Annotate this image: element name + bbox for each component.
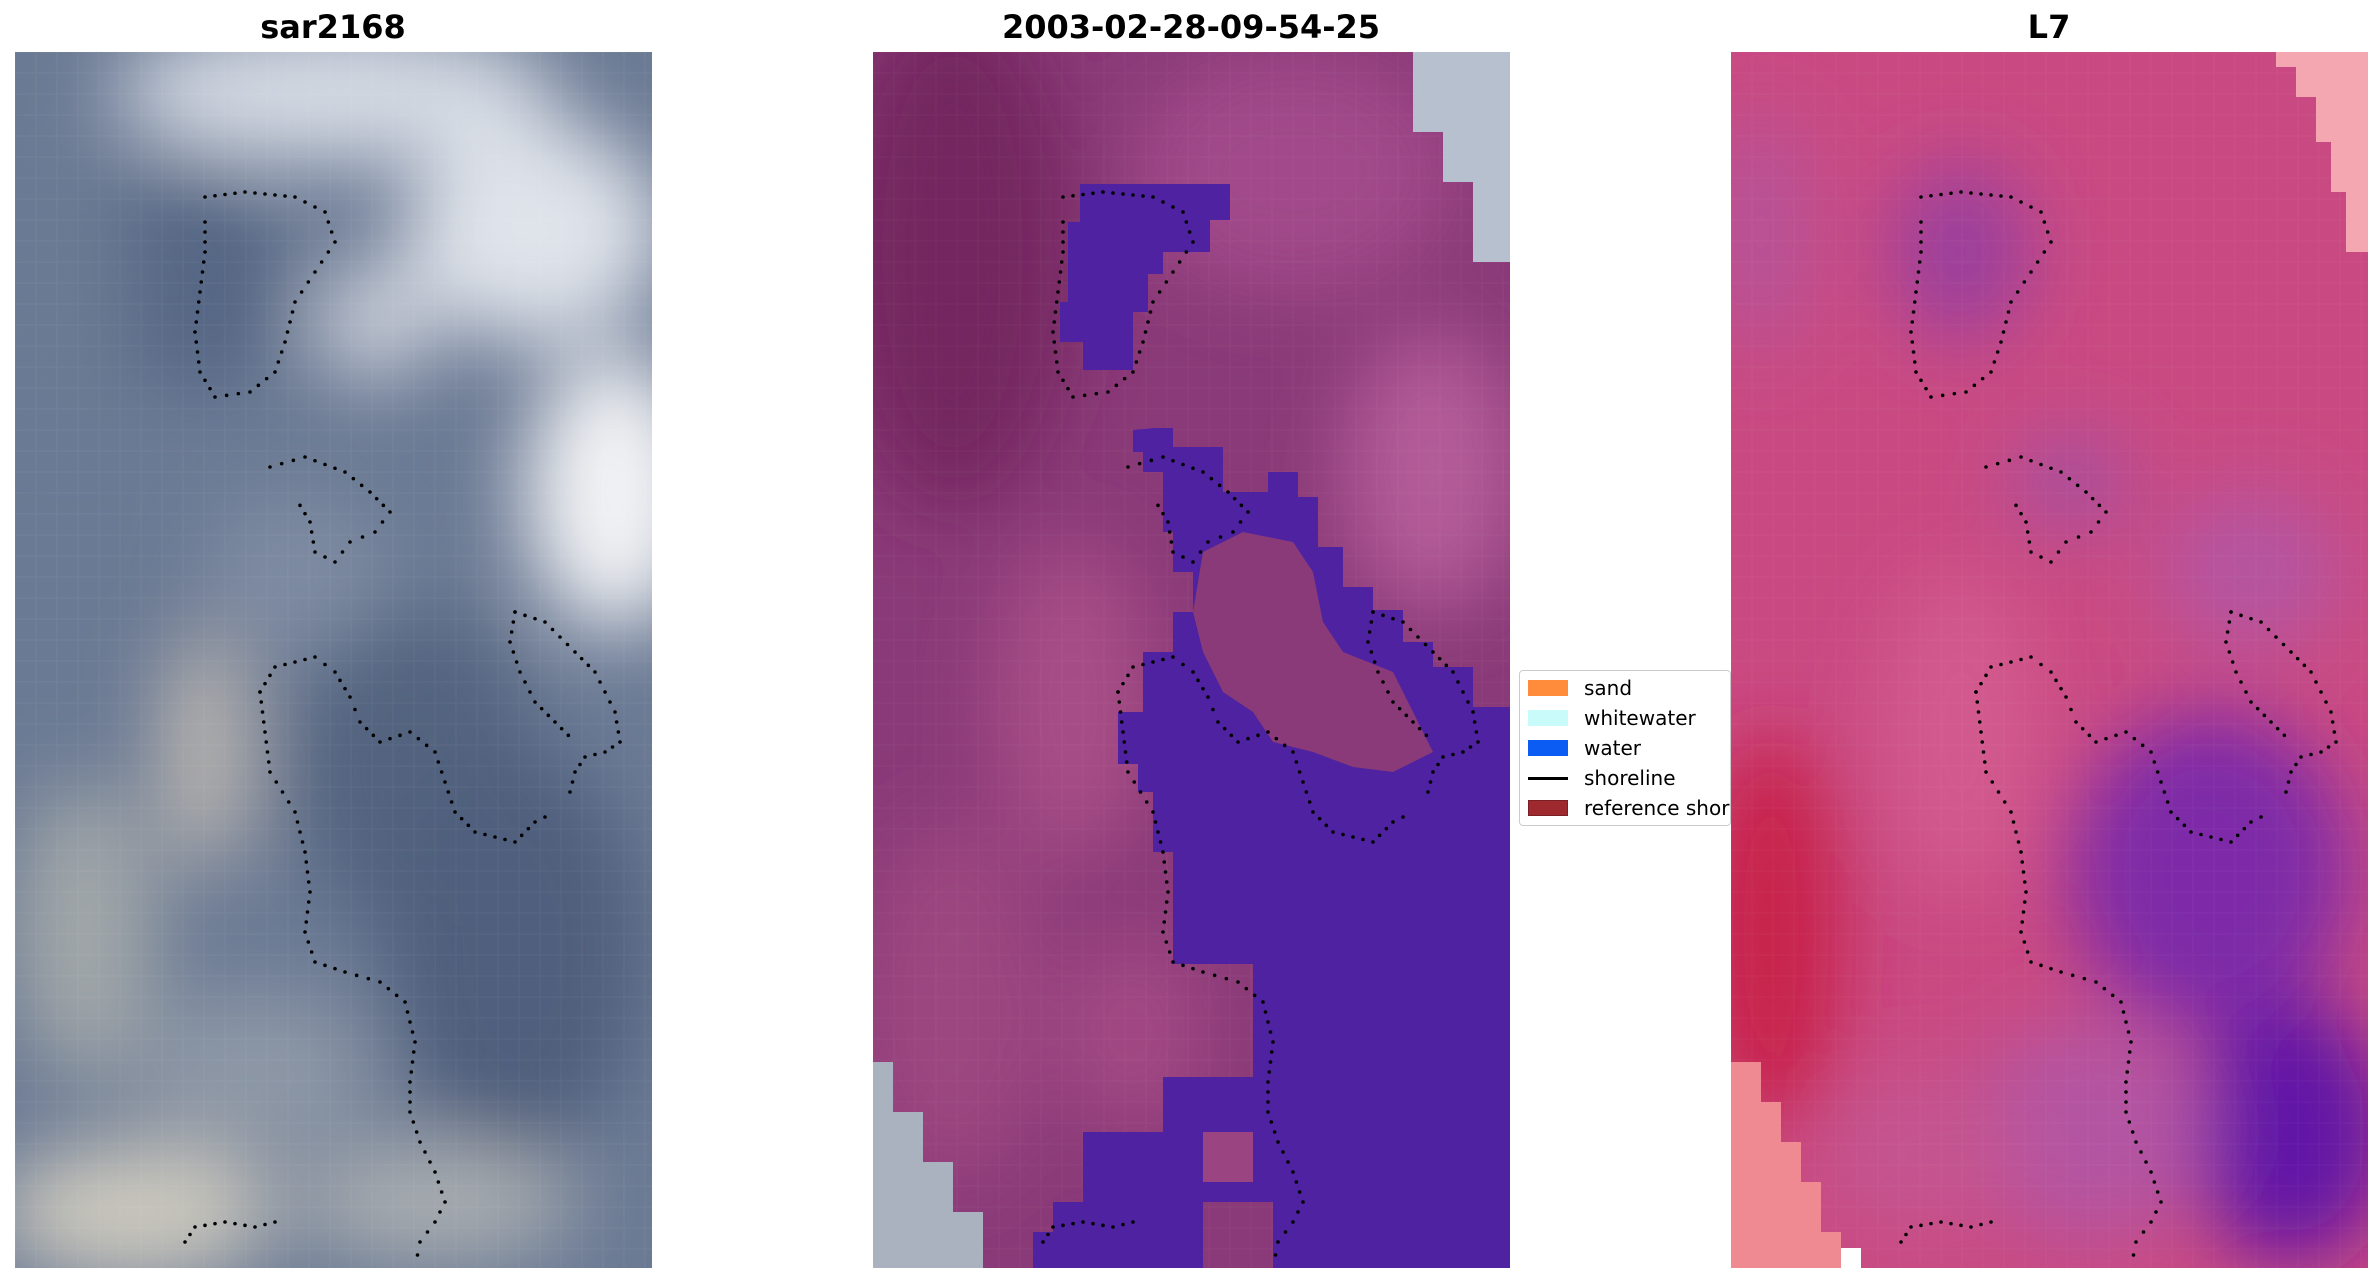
- legend-item-water: water: [1528, 736, 1641, 760]
- legend-item-reference-shoreline: reference shoreline: [1528, 796, 1730, 820]
- water-swatch: [1528, 740, 1568, 756]
- legend-label-reference-shoreline: reference shoreline: [1584, 796, 1730, 820]
- panel-title-mndwi: L7: [2027, 8, 2071, 46]
- legend-item-sand: sand: [1528, 676, 1633, 700]
- legend: sand whitewater water shoreline referenc…: [1519, 670, 1731, 826]
- legend-label-water: water: [1584, 736, 1641, 760]
- legend-item-shoreline: shoreline: [1528, 766, 1676, 790]
- legend-label-shoreline: shoreline: [1584, 766, 1676, 790]
- panel-title-classified: 2003-02-28-09-54-25: [1001, 8, 1381, 46]
- legend-label-sand: sand: [1584, 676, 1633, 700]
- panel-title-rgb: sar2168: [260, 8, 406, 46]
- rgb-satellite-image: [15, 52, 652, 1268]
- legend-item-whitewater: whitewater: [1528, 706, 1696, 730]
- mndwi-image: [1731, 52, 2368, 1268]
- sand-swatch: [1528, 680, 1568, 696]
- whitewater-swatch: [1528, 710, 1568, 726]
- classified-image-panel: [873, 52, 1510, 1268]
- shoreline-line-swatch: [1528, 776, 1568, 780]
- reference-shoreline-swatch: [1528, 800, 1568, 816]
- rgb-image-panel: [15, 52, 652, 1268]
- mndwi-image-panel: [1731, 52, 2368, 1268]
- classified-image: [873, 52, 1510, 1268]
- legend-label-whitewater: whitewater: [1584, 706, 1696, 730]
